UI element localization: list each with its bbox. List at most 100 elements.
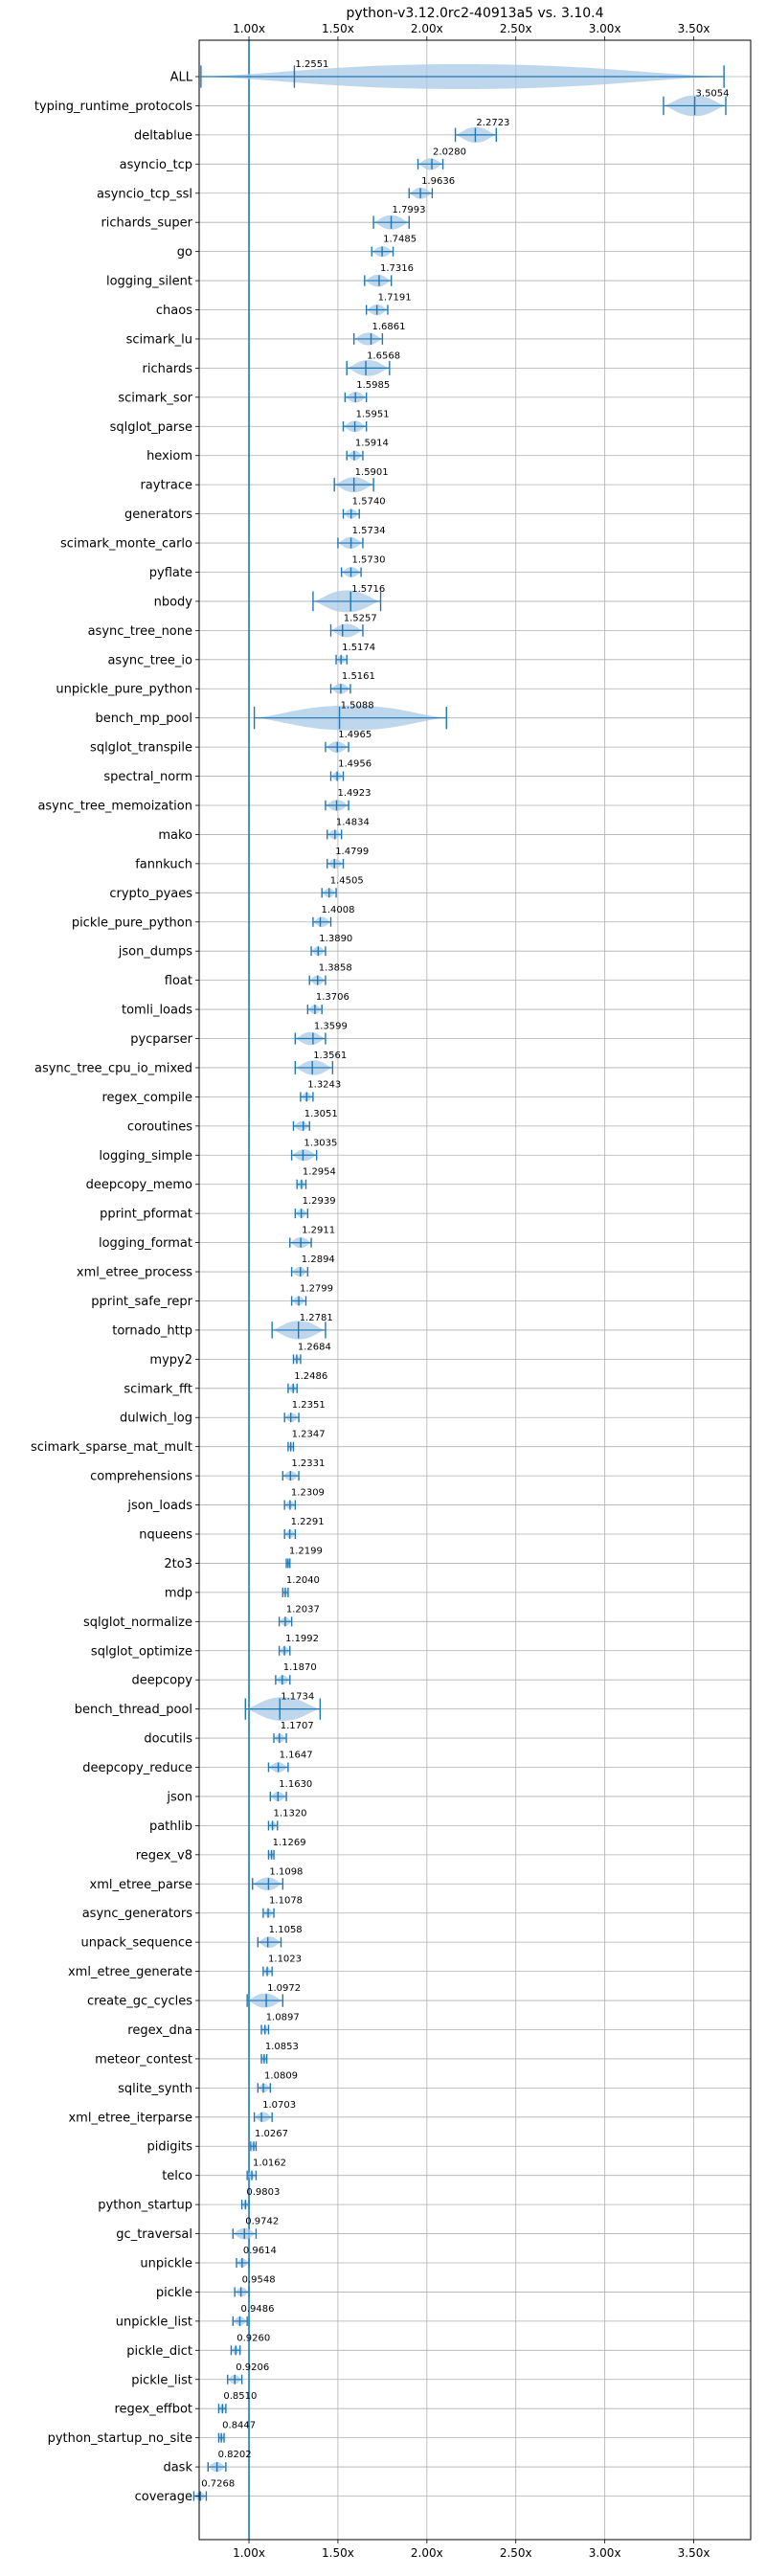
category-label: sqlglot_parse [110,420,192,435]
violin-mypy2 [292,1354,302,1365]
violin-gc_traversal [232,2227,258,2240]
violin-hexiom [346,450,364,461]
value-label: 0.9803 [246,2187,280,2198]
category-label: comprehensions [90,1470,192,1484]
violin-2to3 [285,1558,291,1569]
value-label: 1.1058 [269,1925,303,1935]
category-label: unpickle [140,2257,192,2271]
value-label: 1.3051 [304,1109,338,1119]
value-label: 1.0162 [253,2158,286,2169]
violin-nbody [312,590,382,613]
violin-docutils [273,1733,287,1744]
value-label: 1.5734 [352,526,386,536]
category-label: nbody [154,595,193,609]
category-label: json_dumps [118,945,192,960]
x-tick-label-top: 2.00x [411,22,443,35]
category-label: tomli_loads [122,1004,192,1018]
violin-async_tree_io [335,654,348,665]
violin-pickle_dict [230,2345,241,2356]
violin-tornado_http [271,1321,327,1340]
violin-xml_etree_parse [252,1877,284,1891]
category-label: logging_silent [106,275,192,289]
value-label: 1.1707 [281,1721,314,1731]
value-label: 1.5914 [355,439,389,449]
value-label: 1.3561 [313,1051,347,1061]
category-label: scimark_lu [126,332,192,347]
violin-pickle [234,2287,250,2297]
violin-dask [207,2461,227,2473]
violin-scimark_lu [352,332,384,346]
category-label: generators [124,508,192,522]
category-label: json [166,1790,192,1804]
category-label: mako [158,828,192,843]
category-label: pprint_pformat [100,1208,192,1222]
violin-float [308,975,327,985]
category-label: sqlite_synth [118,2082,192,2096]
value-label: 0.8202 [218,2450,252,2460]
category-label: pathlib [149,1819,192,1834]
category-label: spectral_norm [103,770,192,784]
value-label: 1.4008 [321,905,354,915]
category-label: async_tree_none [88,624,192,639]
category-label: regex_dna [127,2023,192,2038]
category-label: gc_traversal [116,2227,192,2242]
category-label: coverage [135,2490,192,2504]
violin-json_dumps [310,946,327,957]
value-label: 1.1992 [285,1634,319,1644]
value-label: 1.1098 [269,1866,303,1877]
value-label: 1.0703 [262,2100,296,2111]
x-tick-label-bottom: 2.00x [411,2546,443,2560]
value-label: 1.4956 [338,759,372,770]
value-label: 0.9486 [240,2304,274,2315]
value-label: 1.2347 [292,1430,326,1440]
category-label: async_tree_memoization [37,800,192,814]
value-label: 1.5740 [352,497,386,508]
category-label: asyncio_tcp_ssl [97,187,192,201]
value-label: 1.5257 [344,613,377,623]
grid-lines [199,40,751,2540]
value-label: 1.5985 [356,380,390,391]
violin-async_tree_memoization [325,800,349,811]
violin-comprehensions [282,1471,300,1481]
category-label: chaos [156,304,192,318]
violin-unpickle_pure_python [329,683,351,694]
value-label: 1.6861 [372,322,406,332]
x-tick-label-top: 3.00x [589,22,621,35]
value-label: 1.1320 [274,1808,307,1819]
value-label: 1.4923 [337,788,371,799]
violin-pyflate [340,567,362,577]
violin-regex_v8 [267,1849,275,1860]
violin-nqueens [283,1529,297,1539]
value-label: 0.8447 [222,2421,256,2431]
violin-marks [192,64,727,2501]
violin-python_startup_no_site [217,2432,225,2443]
value-label: 1.1630 [279,1779,312,1790]
category-label: typing_runtime_protocols [34,100,192,114]
category-label: sqlglot_normalize [83,1616,192,1630]
x-tick-label-bottom: 1.00x [233,2546,265,2560]
category-label: richards_super [101,216,192,231]
value-label: 1.2954 [303,1167,336,1178]
category-label: regex_v8 [136,1848,192,1863]
violin-scimark_sor [344,392,368,403]
category-label: xml_etree_iterparse [68,2111,192,2125]
category-label: deltablue [134,128,192,143]
violin-regex_compile [300,1092,314,1102]
violin-async_tree_none [329,623,364,638]
violin-sqlglot_optimize [278,1645,291,1656]
violin-async_tree_cpu_io_mixed [294,1060,334,1075]
value-label: 1.7993 [393,205,426,215]
value-label: 1.4505 [330,875,364,886]
violin-mako [327,829,343,840]
value-label: 1.0853 [265,2042,299,2052]
value-label: 1.6568 [367,350,400,361]
violin-typing_runtime_protocols [663,95,727,117]
violin-json [269,1791,287,1801]
category-label: scimark_fft [124,1382,192,1396]
category-label: deepcopy_memo [86,1178,192,1192]
violin-logging_simple [290,1149,318,1162]
value-label: 1.4965 [338,730,372,740]
value-label: 1.4799 [335,847,369,857]
value-label: 1.7485 [383,235,417,245]
violin-deltablue [454,126,497,144]
